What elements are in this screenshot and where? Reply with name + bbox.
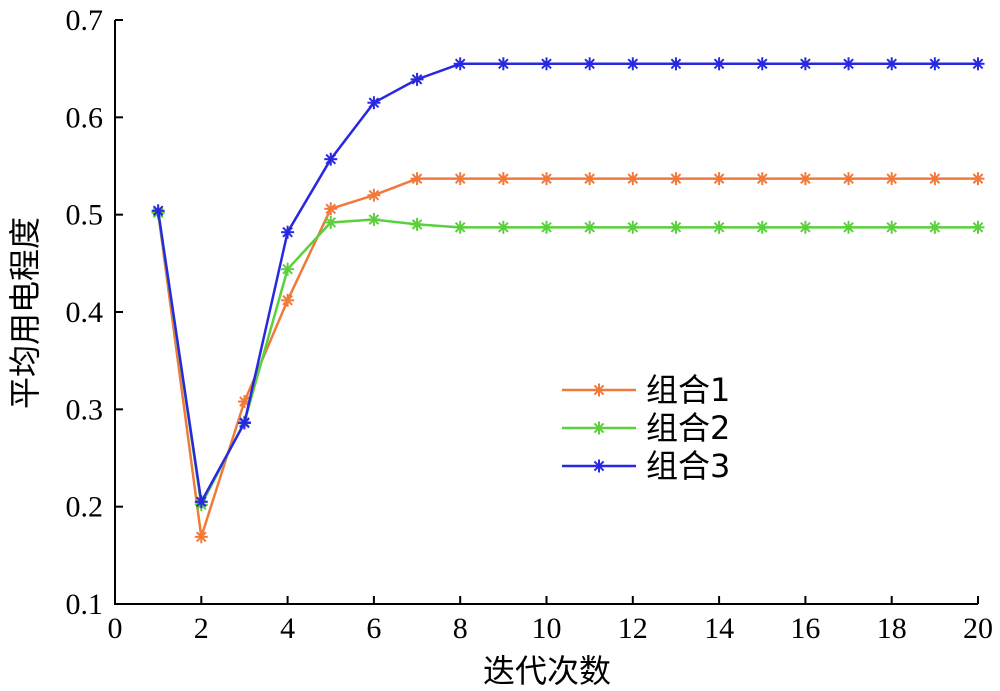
data-point [583, 57, 597, 71]
data-point [755, 172, 769, 186]
y-tick-label: 0.1 [66, 588, 104, 621]
legend-label: 组合3 [646, 447, 730, 485]
x-tick-label: 16 [790, 612, 820, 645]
legend-item: 组合1 [562, 371, 730, 409]
data-point [842, 57, 856, 71]
legend-label: 组合2 [646, 409, 730, 447]
data-point [324, 152, 338, 166]
data-point [669, 57, 683, 71]
x-tick-label: 12 [618, 612, 648, 645]
data-point [410, 217, 424, 231]
x-tick-label: 8 [453, 612, 468, 645]
data-point [971, 172, 985, 186]
series-line [156, 62, 978, 504]
legend-marker [592, 421, 606, 435]
data-point [194, 530, 208, 544]
legend-marker [592, 459, 606, 473]
data-point [928, 57, 942, 71]
data-point [712, 220, 726, 234]
data-point [798, 172, 812, 186]
x-tick-label: 10 [532, 612, 562, 645]
data-point [453, 220, 467, 234]
legend-item: 组合3 [562, 447, 730, 485]
x-axis-title: 迭代次数 [483, 652, 611, 690]
data-point [712, 172, 726, 186]
axes: 0 2 4 6 8 10 12 14 16 18 20 0.1 0.2 0.3 0.4 0.5 0.6 0.7 [66, 4, 994, 645]
data-point [540, 57, 553, 71]
data-point [626, 172, 640, 186]
data-point [928, 172, 942, 186]
data-point [798, 57, 812, 71]
x-tick-label: 14 [704, 612, 734, 645]
data-point [367, 96, 381, 110]
x-tick-label: 4 [280, 612, 295, 645]
y-tick-label: 0.7 [66, 4, 104, 37]
legend-label: 组合1 [646, 371, 730, 409]
y-tick-label: 0.3 [66, 393, 104, 426]
data-point [755, 57, 769, 71]
data-point [971, 220, 985, 234]
data-point [496, 57, 510, 71]
axis-lines [114, 20, 978, 605]
data-point [755, 220, 769, 234]
data-point [669, 220, 683, 234]
x-tick-label: 18 [877, 612, 907, 645]
data-point [453, 57, 467, 71]
data-point [151, 204, 165, 218]
data-point [453, 172, 467, 186]
x-tick-label: 20 [963, 612, 993, 645]
data-point [842, 220, 856, 234]
data-point [928, 220, 942, 234]
y-axis-title: 平均用电程度 [6, 217, 44, 409]
data-point [798, 220, 812, 234]
data-point [885, 57, 899, 71]
data-point [712, 57, 726, 71]
data-point [885, 220, 899, 234]
data-point [281, 262, 295, 276]
legend-marker [592, 383, 606, 397]
series-3 [151, 57, 985, 509]
data-point [367, 188, 381, 202]
data-point [496, 172, 510, 186]
x-tick-label: 2 [194, 612, 209, 645]
series-group [151, 57, 985, 544]
data-point [281, 293, 295, 307]
data-point [496, 220, 510, 234]
y-tick-label: 0.2 [66, 491, 104, 524]
series-2 [151, 206, 985, 512]
legend-item: 组合2 [562, 409, 730, 447]
y-tick-label: 0.4 [66, 296, 104, 329]
data-point [583, 220, 597, 234]
data-point [237, 416, 251, 430]
data-point [540, 220, 553, 234]
x-tick-label: 6 [366, 612, 381, 645]
data-point [367, 213, 381, 227]
data-point [885, 172, 899, 186]
x-tick-label: 0 [108, 612, 123, 645]
data-point [324, 215, 338, 229]
data-point [540, 172, 553, 186]
data-point [194, 495, 208, 509]
data-point [410, 72, 424, 86]
data-point [971, 57, 985, 71]
data-point [626, 57, 640, 71]
data-point [583, 172, 597, 186]
data-point [237, 395, 251, 409]
data-point [324, 202, 338, 216]
y-tick-label: 0.5 [66, 199, 104, 232]
y-tick-label: 0.6 [66, 101, 104, 134]
data-point [626, 220, 640, 234]
series-line [156, 212, 978, 506]
data-point [669, 172, 683, 186]
data-point [281, 225, 295, 239]
series-line [156, 177, 978, 539]
data-point [410, 172, 424, 186]
data-point [842, 172, 856, 186]
